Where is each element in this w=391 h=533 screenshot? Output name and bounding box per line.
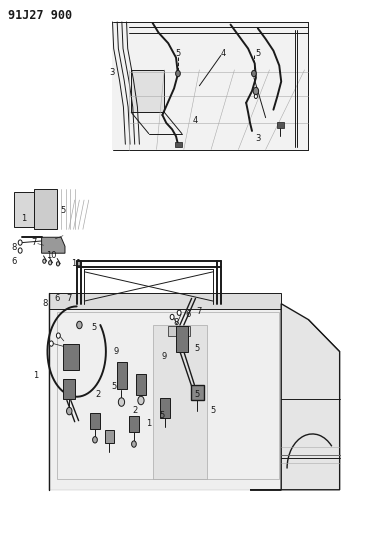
Text: 7: 7 (197, 307, 202, 316)
Text: 6: 6 (185, 310, 190, 319)
Circle shape (118, 398, 125, 406)
Circle shape (253, 87, 258, 95)
Text: 5: 5 (195, 344, 200, 353)
Text: 5: 5 (91, 323, 97, 332)
Text: 5: 5 (210, 406, 216, 415)
Polygon shape (112, 22, 308, 150)
Circle shape (251, 70, 256, 77)
Circle shape (18, 240, 22, 245)
Circle shape (170, 314, 174, 320)
Polygon shape (49, 293, 281, 309)
Polygon shape (34, 189, 57, 229)
Bar (175, 142, 182, 148)
Text: 91J27 900: 91J27 900 (9, 9, 73, 22)
Bar (63, 379, 75, 399)
Text: 2: 2 (95, 390, 101, 399)
Text: 5: 5 (175, 50, 181, 58)
Polygon shape (14, 192, 34, 227)
Text: 1: 1 (22, 214, 27, 223)
Bar (117, 362, 127, 389)
Text: 3: 3 (109, 68, 115, 77)
Text: 4: 4 (193, 116, 198, 125)
Circle shape (66, 407, 72, 415)
Text: 8: 8 (43, 299, 48, 308)
Bar (129, 416, 139, 432)
Circle shape (49, 341, 53, 346)
Circle shape (177, 310, 181, 316)
Circle shape (138, 396, 144, 405)
Circle shape (18, 248, 22, 253)
Text: 6: 6 (54, 294, 60, 303)
Circle shape (93, 437, 97, 443)
Text: 7: 7 (31, 238, 36, 247)
Circle shape (43, 259, 46, 263)
Text: 1: 1 (146, 419, 151, 428)
Text: 2: 2 (133, 406, 138, 415)
Circle shape (56, 333, 60, 338)
Polygon shape (250, 304, 340, 490)
Bar (63, 344, 79, 370)
Circle shape (56, 262, 59, 266)
Polygon shape (49, 304, 281, 490)
Polygon shape (152, 325, 207, 479)
Polygon shape (131, 70, 164, 112)
Bar (277, 122, 284, 128)
Text: 5: 5 (60, 206, 66, 215)
Circle shape (77, 321, 82, 329)
Circle shape (48, 261, 52, 265)
Text: 6: 6 (12, 257, 17, 265)
Text: 5: 5 (111, 382, 116, 391)
Text: 8: 8 (173, 318, 179, 327)
Bar (160, 398, 170, 418)
Text: 8: 8 (12, 244, 17, 253)
Text: 5: 5 (255, 50, 260, 58)
Bar (168, 326, 190, 336)
Text: 9: 9 (113, 347, 118, 356)
Text: 11: 11 (72, 260, 82, 268)
Text: 1: 1 (33, 371, 38, 380)
Text: 5: 5 (160, 411, 165, 420)
Bar (176, 326, 188, 352)
Circle shape (176, 70, 180, 77)
Circle shape (132, 441, 136, 447)
Polygon shape (41, 237, 65, 253)
Text: 7: 7 (66, 294, 72, 303)
Text: 5: 5 (195, 390, 200, 399)
Text: 9: 9 (162, 352, 167, 361)
Text: 3: 3 (255, 134, 260, 143)
Bar (191, 384, 204, 400)
Bar (90, 413, 100, 429)
Text: 4: 4 (220, 50, 225, 58)
Circle shape (254, 94, 257, 99)
Bar (136, 374, 146, 395)
Bar (105, 430, 114, 443)
Text: 10: 10 (46, 252, 57, 260)
